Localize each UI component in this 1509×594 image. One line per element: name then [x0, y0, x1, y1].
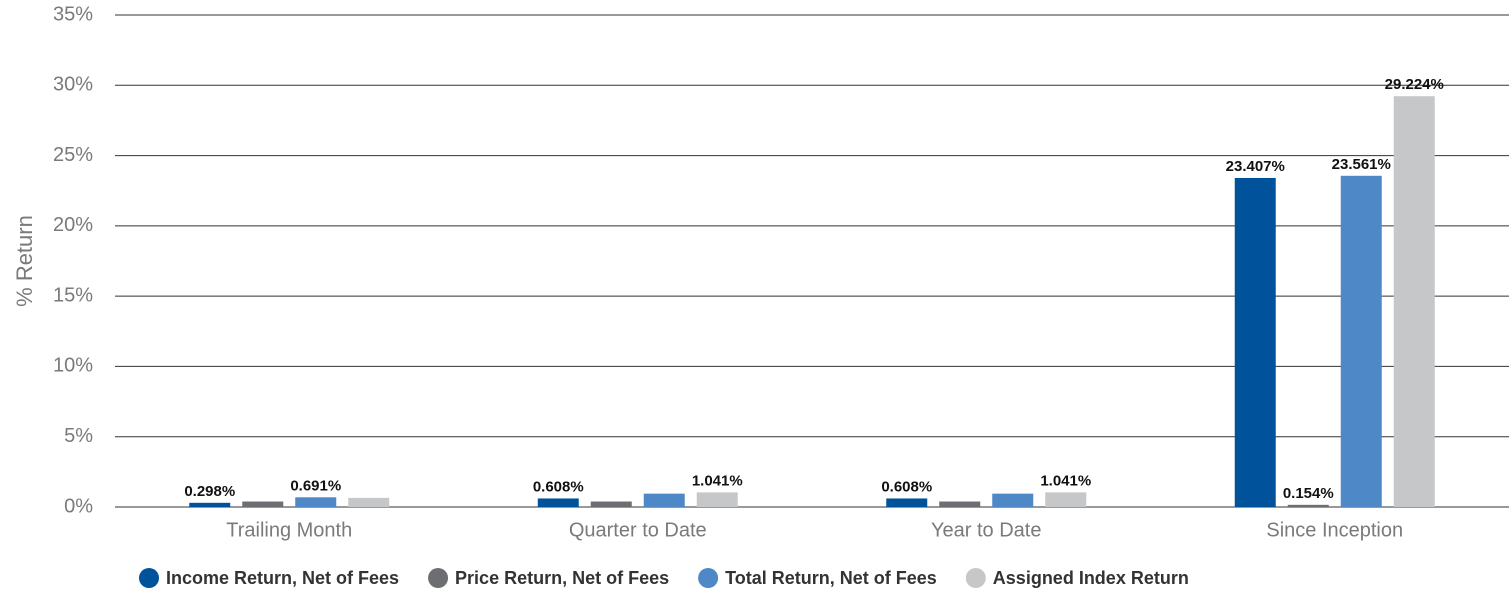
data-label: 1.041%: [692, 472, 743, 489]
y-tick-label: 20%: [53, 214, 93, 236]
x-tick-label: Quarter to Date: [569, 519, 707, 541]
bar: [348, 497, 390, 507]
data-label: 0.608%: [881, 478, 932, 495]
y-tick-label: 30%: [53, 74, 93, 96]
bar: [1287, 504, 1329, 507]
data-label: 23.407%: [1226, 158, 1285, 175]
legend-swatch: [139, 568, 159, 588]
y-tick-label: 15%: [53, 284, 93, 306]
bar: [992, 493, 1034, 507]
y-tick-label: 25%: [53, 144, 93, 166]
bar: [696, 492, 738, 507]
bar: [886, 498, 928, 507]
data-label: 23.561%: [1332, 156, 1391, 173]
y-tick-label: 5%: [64, 425, 93, 447]
y-axis-title: % Return: [12, 215, 37, 307]
data-label: 29.224%: [1385, 76, 1444, 93]
legend-swatch: [965, 568, 986, 588]
legend-swatch: [698, 568, 719, 588]
bar: [1393, 96, 1435, 507]
bar: [242, 501, 284, 507]
bar: [189, 502, 231, 507]
legend-label: Total Return, Net of Fees: [725, 568, 937, 588]
bar: [1340, 175, 1382, 507]
x-tick-label: Since Inception: [1266, 519, 1403, 541]
y-tick-label: 0%: [64, 495, 93, 517]
legend-label: Price Return, Net of Fees: [455, 568, 669, 588]
bar: [1234, 177, 1276, 507]
x-tick-label: Year to Date: [931, 519, 1041, 541]
data-label: 0.691%: [290, 477, 341, 494]
legend-label: Income Return, Net of Fees: [166, 568, 399, 588]
bar: [537, 498, 579, 507]
bar: [643, 493, 685, 507]
bar: [939, 501, 981, 507]
bar: [1045, 492, 1087, 507]
y-tick-label: 10%: [53, 355, 93, 377]
legend-label: Assigned Index Return: [993, 568, 1189, 588]
bar: [590, 501, 632, 507]
data-label: 0.298%: [184, 483, 235, 500]
y-tick-label: 35%: [53, 3, 93, 25]
legend-swatch: [428, 568, 449, 588]
bar: [295, 497, 337, 507]
data-label: 0.154%: [1283, 485, 1334, 502]
x-tick-label: Trailing Month: [226, 519, 352, 541]
data-label: 1.041%: [1040, 472, 1091, 489]
data-label: 0.608%: [533, 478, 584, 495]
